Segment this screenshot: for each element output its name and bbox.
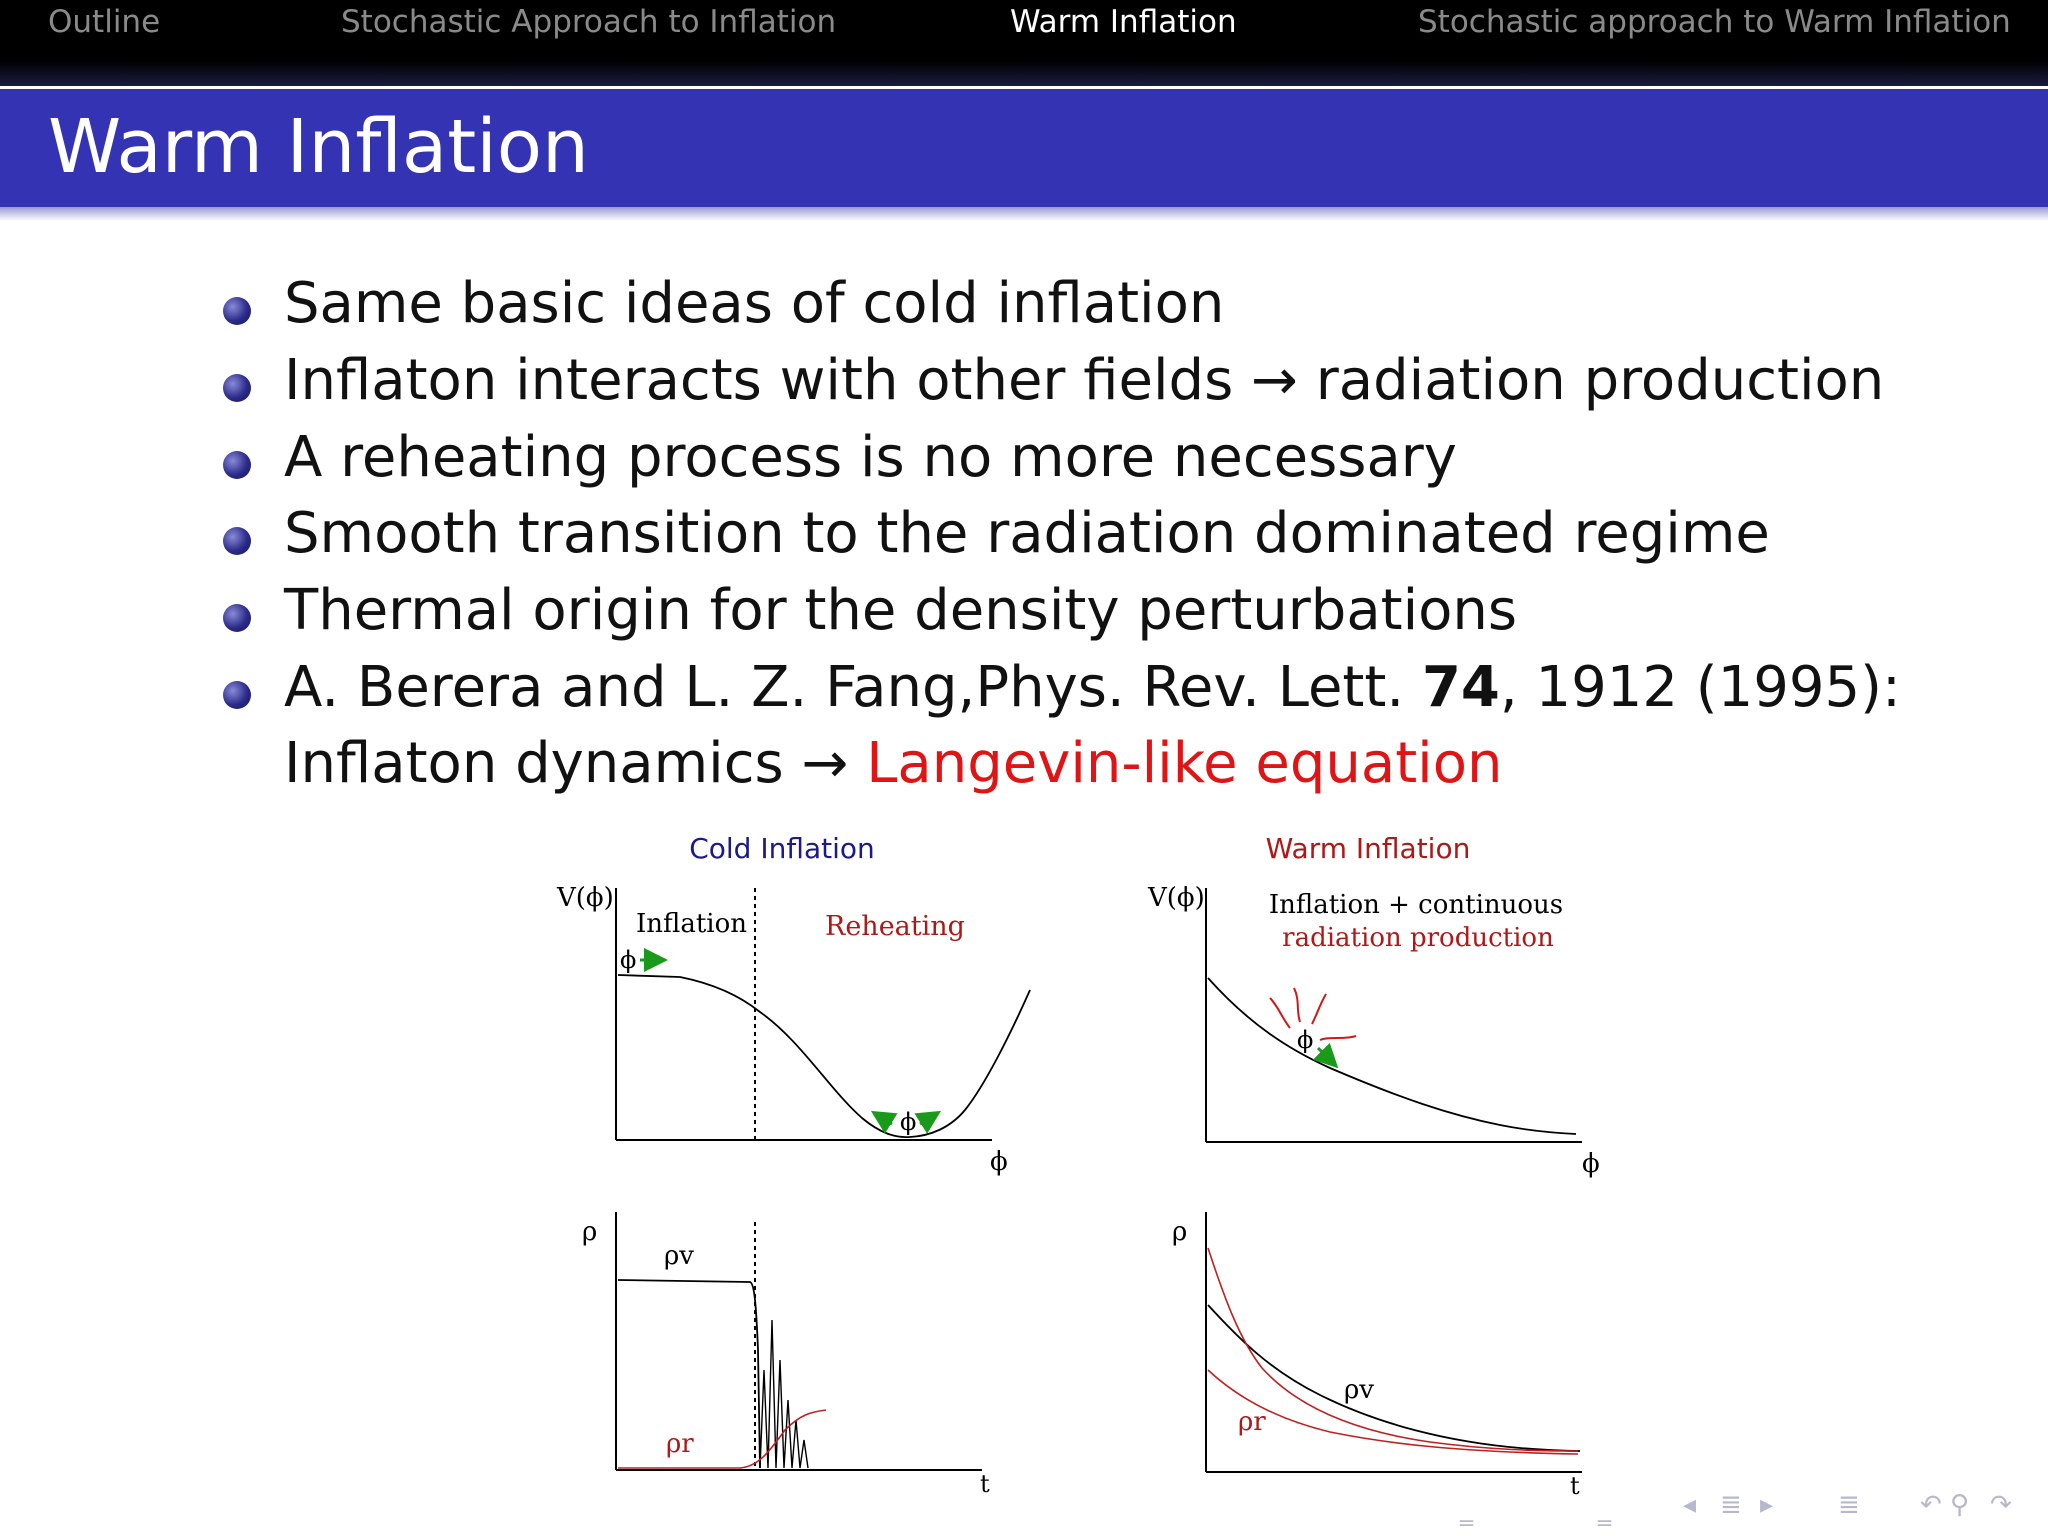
bullet-text: Thermal origin for the density perturbat… xyxy=(284,578,1518,643)
cold-potential-curve xyxy=(617,974,1031,1138)
cold-rho-v-label: ρv xyxy=(664,1241,694,1271)
warm-rho-v-label: ρv xyxy=(1344,1375,1374,1405)
cold-potential-panel: V(ϕ) Inflation Reheating ϕ ϕ ϕ xyxy=(556,883,1031,1177)
nav-redo-icon[interactable]: ↷ xyxy=(1990,1490,2012,1520)
nav-item-stochastic-inflation[interactable]: Stochastic Approach to Inflation xyxy=(341,4,837,40)
bullet-icon xyxy=(223,527,251,555)
cold-oscillation-arrow-left xyxy=(870,1110,898,1134)
cold-field-bottom-label: ϕ xyxy=(900,1108,916,1136)
cold-rho-v-curve xyxy=(617,1279,761,1469)
nav-item-stochastic-warm-inflation[interactable]: Stochastic approach to Warm Inflation xyxy=(1418,4,2011,40)
cold-oscillation-arrow-right xyxy=(914,1110,942,1134)
bullet-icon xyxy=(223,681,251,709)
warm-potential-panel: V(ϕ) Inflation + continuous radiation pr… xyxy=(1147,883,1600,1179)
warm-field-arrow xyxy=(1312,1042,1339,1069)
cold-reheating-region-label: Reheating xyxy=(825,911,965,942)
squiggle xyxy=(1319,1035,1357,1041)
cold-rho-r-label: ρr xyxy=(666,1429,694,1459)
reference-authors: A. Berera and L. Z. Fang,Phys. Rev. Lett… xyxy=(284,655,1422,720)
reference-line-1: A. Berera and L. Z. Fang,Phys. Rev. Lett… xyxy=(284,655,1901,720)
warm-inflation-title: Warm Inflation xyxy=(1266,832,1471,865)
warm-rho-v-curve xyxy=(1207,1304,1581,1452)
bullet-icon xyxy=(223,374,251,402)
nav-next-icon[interactable]: ▸ xyxy=(1760,1490,1774,1520)
warm-t-axis-label: t xyxy=(1570,1472,1580,1500)
nav-subsection-icon[interactable]: ≣ xyxy=(1838,1490,1860,1520)
frame-title: Warm Inflation xyxy=(48,104,589,190)
nav-item-warm-inflation[interactable]: Warm Inflation xyxy=(1010,4,1237,40)
warm-rho-r-label: ρr xyxy=(1238,1407,1266,1437)
cold-v-label: V(ϕ) xyxy=(556,883,614,913)
warm-caption-line2: radiation production xyxy=(1282,923,1554,953)
reference-volume: 74 xyxy=(1421,655,1500,720)
nav-item-outline[interactable]: Outline xyxy=(48,4,161,40)
cold-field-label: ϕ xyxy=(620,946,636,974)
squiggle xyxy=(1293,987,1301,1023)
reference-line-2: Inflaton dynamics → Langevin-like equati… xyxy=(284,731,1503,796)
nav-frame-underline-icon[interactable]: ‗ xyxy=(1460,1497,1473,1527)
warm-potential-curve xyxy=(1207,977,1577,1135)
bullet-text: Same basic ideas of cold inflation xyxy=(284,271,1225,336)
nav-section-icon[interactable]: ≣ xyxy=(1720,1490,1742,1520)
warm-phi-axis-label: ϕ xyxy=(1582,1149,1600,1179)
warm-rho-label: ρ xyxy=(1172,1217,1187,1247)
reference-pages-year: , 1912 (1995): xyxy=(1499,655,1901,720)
cold-rho-r-curve xyxy=(618,1409,827,1469)
warm-rho-r-curve-upper xyxy=(1207,1247,1579,1452)
nav-prev-icon[interactable]: ◂ xyxy=(1683,1490,1697,1520)
squiggle xyxy=(1269,997,1291,1029)
cold-inflation-region-label: Inflation xyxy=(636,909,747,939)
warm-v-label: V(ϕ) xyxy=(1147,883,1205,913)
cold-inflation-title: Cold Inflation xyxy=(689,832,875,865)
bullet-icon xyxy=(223,451,251,479)
cold-phi-axis-label: ϕ xyxy=(990,1147,1008,1177)
cold-t-axis-label: t xyxy=(980,1470,990,1498)
warm-field-label: ϕ xyxy=(1297,1026,1313,1054)
squiggle xyxy=(1311,993,1327,1025)
bullet-text: Inflaton interacts with other fields → r… xyxy=(284,348,1885,413)
warm-density-panel: ρ ρv ρr t xyxy=(1172,1212,1582,1500)
frame-title-bar xyxy=(0,89,2048,207)
title-bar-shadow xyxy=(0,207,2048,221)
warm-caption-line1: Inflation + continuous xyxy=(1269,890,1563,920)
radiation-emission-squiggles xyxy=(1269,987,1357,1041)
section-navigation-bar: Outline Stochastic Approach to Inflation… xyxy=(0,0,2048,86)
cold-rho-label: ρ xyxy=(582,1217,597,1247)
bullet-icon xyxy=(223,604,251,632)
nav-search-icon[interactable]: ⚲ xyxy=(1950,1490,1970,1520)
langevin-highlight: Langevin-like equation xyxy=(866,731,1503,796)
reference-line2-prefix: Inflaton dynamics → xyxy=(284,731,867,796)
nav-undo-icon[interactable]: ↶ xyxy=(1920,1490,1942,1520)
cold-density-panel: ρ ρv ρr t xyxy=(582,1212,990,1498)
nav-frame-underline-icon-2[interactable]: ‗ xyxy=(1598,1497,1611,1527)
bullet-text: A reheating process is no more necessary xyxy=(284,425,1457,490)
bullet-icon xyxy=(223,297,251,325)
bullet-text: Smooth transition to the radiation domin… xyxy=(284,501,1770,566)
cold-oscillation-curve xyxy=(759,1319,809,1469)
warm-rho-r-curve-lower xyxy=(1207,1369,1579,1455)
